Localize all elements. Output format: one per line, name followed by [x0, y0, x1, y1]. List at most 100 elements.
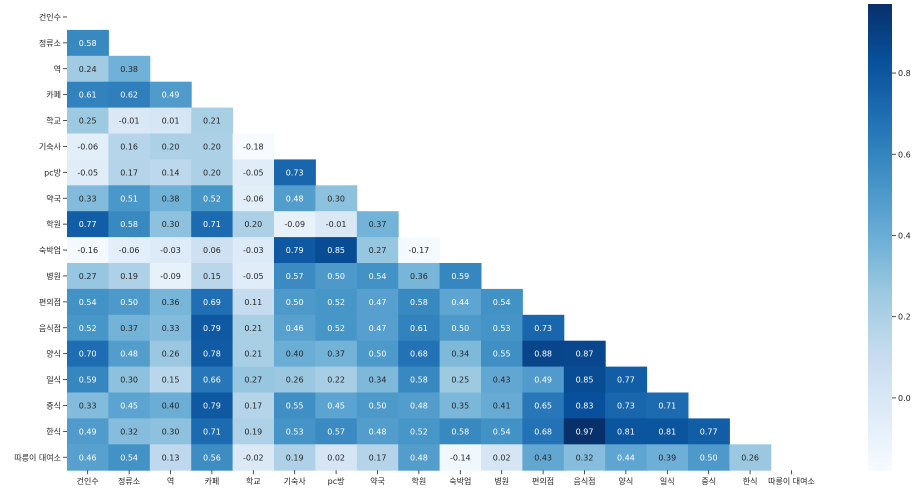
cell-value-label: 0.46 — [79, 453, 97, 462]
cell-value-label: -0.01 — [326, 220, 347, 229]
x-tick-label: 일식 — [660, 477, 675, 486]
colorbar-tick-label: 0.0 — [898, 394, 911, 403]
cell-value-label: 0.34 — [369, 376, 387, 385]
heatmap-cell — [67, 185, 109, 212]
cell-value-label: -0.09 — [160, 272, 181, 281]
heatmap-cell — [398, 340, 441, 368]
heatmap-cell — [356, 340, 399, 368]
y-tick-label: 정류소 — [39, 38, 61, 48]
x-tick-label: 편의점 — [532, 476, 554, 486]
cell-value-label: 0.59 — [451, 272, 469, 281]
heatmap-cell — [108, 55, 151, 83]
cell-value-label: 0.40 — [162, 401, 180, 410]
heatmap-cell — [439, 418, 482, 445]
cell-value-label: 0.32 — [120, 427, 138, 436]
cell-value-label: 0.58 — [410, 376, 428, 385]
cell-value-label: 0.53 — [286, 427, 304, 436]
cell-value-label: 0.68 — [534, 427, 552, 436]
heatmap-cell — [149, 288, 192, 316]
x-tick-label: 약국 — [370, 476, 385, 486]
heatmap-cell — [356, 392, 399, 419]
x-tick-label: 병원 — [494, 477, 509, 486]
x-tick-label: 한식 — [743, 477, 758, 486]
cell-value-label: 0.85 — [327, 246, 345, 255]
cell-value-label: 0.61 — [79, 91, 97, 100]
cell-value-label: 0.53 — [493, 324, 511, 333]
y-tick-label: 병원 — [46, 272, 61, 281]
heatmap-cell — [232, 340, 275, 368]
heatmap-cell — [729, 444, 772, 471]
heatmap-cell — [481, 444, 523, 471]
cell-value-label: 0.49 — [79, 427, 97, 436]
heatmap-cell — [522, 340, 565, 368]
heatmap-cell — [315, 185, 358, 212]
cell-value-label: 0.35 — [451, 401, 469, 410]
heatmap-cell — [149, 418, 192, 445]
cell-value-label: 0.49 — [162, 91, 180, 100]
heatmap-cell — [481, 288, 523, 316]
cell-value-label: 0.25 — [79, 117, 97, 126]
heatmap-cell — [563, 392, 606, 419]
cell-value-label: 0.30 — [162, 427, 180, 436]
cell-value-label: 0.54 — [79, 298, 97, 307]
cell-value-label: 0.43 — [493, 376, 511, 385]
colorbar-gradient — [868, 4, 892, 471]
heatmap-cell — [481, 340, 523, 368]
cell-value-label: 0.26 — [162, 350, 180, 359]
cell-value-label: 0.65 — [534, 401, 552, 410]
heatmap-cell — [108, 314, 151, 342]
colorbar: 0.0 0.2 0.4 0.6 0.8 — [868, 4, 911, 471]
heatmap-cell — [191, 418, 234, 445]
heatmap-cell — [356, 237, 399, 264]
heatmap-cell — [605, 418, 648, 445]
cell-value-label: 0.55 — [286, 401, 304, 410]
heatmap-cell — [191, 444, 234, 471]
cell-value-label: 0.20 — [203, 168, 221, 177]
y-tick-label: 중식 — [46, 401, 61, 410]
cell-value-label: 0.37 — [327, 350, 345, 359]
colorbar-tick-label: 0.6 — [898, 150, 911, 159]
cell-value-label: 0.33 — [79, 194, 97, 203]
x-tick-label: 정류소 — [118, 476, 140, 486]
cell-value-label: 0.27 — [369, 246, 387, 255]
heatmap-cell — [67, 29, 109, 57]
y-tick-label: 약국 — [46, 193, 61, 203]
heatmap-cell — [274, 340, 316, 368]
heatmap-cell — [522, 392, 565, 419]
heatmap-cell — [232, 211, 275, 238]
cell-value-label: 0.55 — [493, 350, 511, 359]
heatmap-cell — [398, 314, 441, 342]
cell-value-label: 0.21 — [244, 350, 262, 359]
cell-value-label: 0.01 — [162, 117, 180, 126]
cell-value-label: 0.37 — [369, 220, 387, 229]
cell-value-label: 0.52 — [79, 324, 97, 333]
cell-value-label: 0.54 — [369, 272, 387, 281]
cell-value-label: 0.77 — [79, 220, 97, 229]
x-tick-label: 학원 — [412, 476, 427, 486]
cell-value-label: -0.02 — [243, 453, 264, 462]
cell-value-label: 0.70 — [79, 350, 97, 359]
heatmap-cell — [398, 444, 441, 471]
cell-value-label: 0.37 — [120, 324, 138, 333]
cell-value-label: 0.44 — [451, 298, 469, 307]
heatmap-cell — [274, 444, 316, 471]
cell-value-label: 0.54 — [120, 453, 138, 462]
heatmap-cell — [439, 392, 482, 419]
cell-value-label: 0.52 — [327, 298, 345, 307]
heatmap-cell — [108, 263, 151, 290]
cell-value-label: 0.33 — [162, 324, 180, 333]
heatmap-cell — [191, 107, 234, 134]
heatmap-cell — [439, 444, 482, 471]
heatmap-cell — [67, 288, 109, 316]
cell-value-label: 0.45 — [327, 401, 345, 410]
cell-value-label: -0.06 — [119, 246, 140, 255]
heatmap-cell — [67, 81, 109, 109]
heatmap-cell — [398, 263, 441, 290]
heatmap-cell — [232, 263, 275, 290]
heatmap-cell — [191, 366, 234, 393]
cell-value-label: -0.05 — [243, 168, 264, 177]
heatmap-cell — [67, 107, 109, 134]
y-tick-label: 숙박업 — [39, 245, 61, 255]
heatmap-cell — [439, 340, 482, 368]
cell-value-label: 0.27 — [79, 272, 97, 281]
